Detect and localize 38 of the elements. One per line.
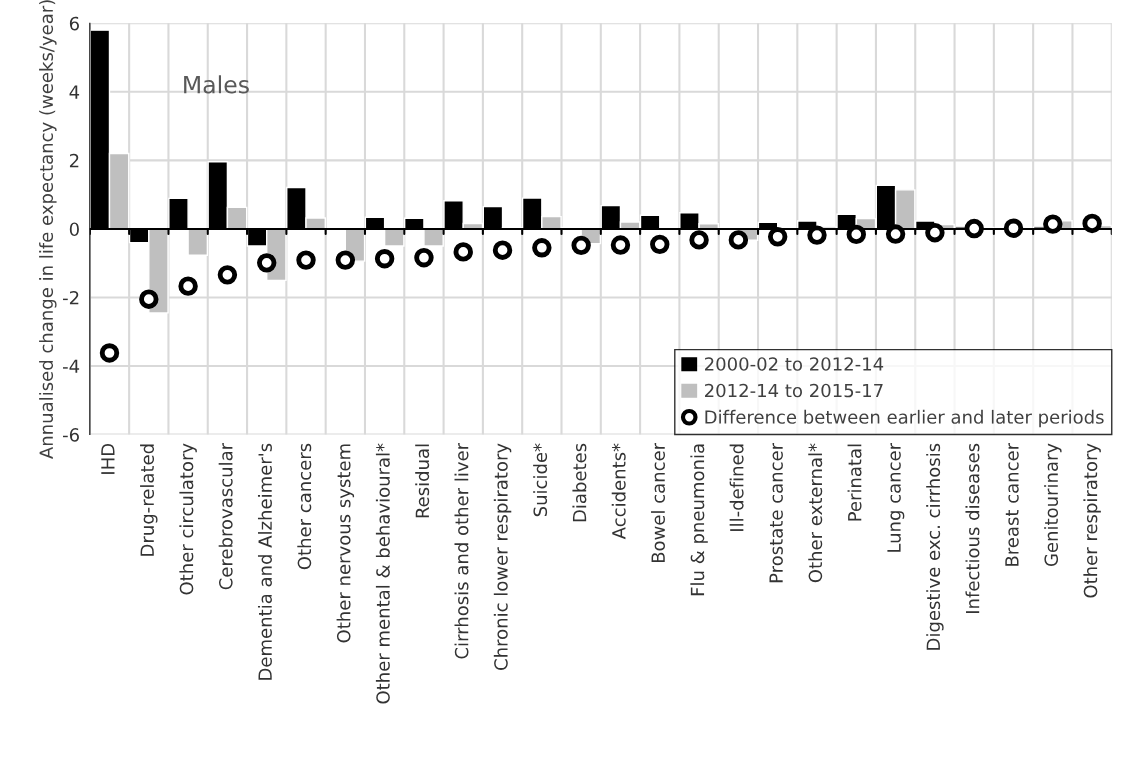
x-tick-label: Other cancers xyxy=(297,443,312,570)
y-tick-label: -2 xyxy=(63,290,79,305)
x-tick-label: Breast cancer xyxy=(1005,442,1019,566)
y-tick-label: -6 xyxy=(63,428,79,442)
x-tick-label: Suicide* xyxy=(533,443,548,517)
legend-label: Difference between earlier and later periods xyxy=(705,409,1104,428)
y-tick-label: -4 xyxy=(63,359,80,373)
x-tick-label: Lung cancer xyxy=(887,442,905,552)
x-tick-label: Ill-defined xyxy=(729,444,744,531)
y-axis-title: Annualised change in life expectancy (weeks/year) xyxy=(39,0,57,459)
x-tick-label: Diabetes xyxy=(572,443,587,522)
x-tick-label: Other external* xyxy=(808,443,823,583)
x-tick-label: Prostate cancer xyxy=(769,442,783,583)
x-tick-label: Accidents* xyxy=(611,443,626,540)
x-tick-label: Other respiratory xyxy=(1083,443,1101,598)
x-tick-label: Genitourinary xyxy=(1044,443,1062,567)
y-tick-label: 2 xyxy=(69,153,79,168)
x-tick-label: Other nervous system xyxy=(336,444,355,643)
y-tick-label: 4 xyxy=(69,85,80,99)
legend-label: 2000-02 to 2012-14 xyxy=(705,357,884,371)
x-tick-label: Residual xyxy=(415,444,430,518)
x-tick-label: Other circulatory xyxy=(179,443,197,595)
legend-label: 2012-14 to 2015-17 xyxy=(705,383,883,398)
annotation: Males xyxy=(184,75,249,94)
y-tick-label: 0 xyxy=(69,222,79,237)
x-tick-label: Digestive exc. cirrhosis xyxy=(926,443,944,650)
x-tick-label: Drug-related xyxy=(140,444,158,556)
x-tick-label: IHD xyxy=(101,443,115,474)
x-tick-label: Perinatal xyxy=(847,444,862,521)
y-tick-label: 6 xyxy=(69,16,79,31)
x-tick-label: Other mental & behavioural* xyxy=(375,443,390,704)
x-tick-label: Infectious diseases xyxy=(965,443,980,613)
x-tick-label: Flu & pneumonia xyxy=(690,444,708,596)
x-tick-label: Cirrhosis and other liver xyxy=(454,442,469,659)
x-tick-label: Chronic lower respiratory xyxy=(493,443,512,670)
x-tick-label: Dementia and Alzheimer's xyxy=(257,443,272,680)
x-tick-label: Cerebrovascular xyxy=(218,442,233,590)
x-tick-label: Bowel cancer xyxy=(651,442,665,563)
